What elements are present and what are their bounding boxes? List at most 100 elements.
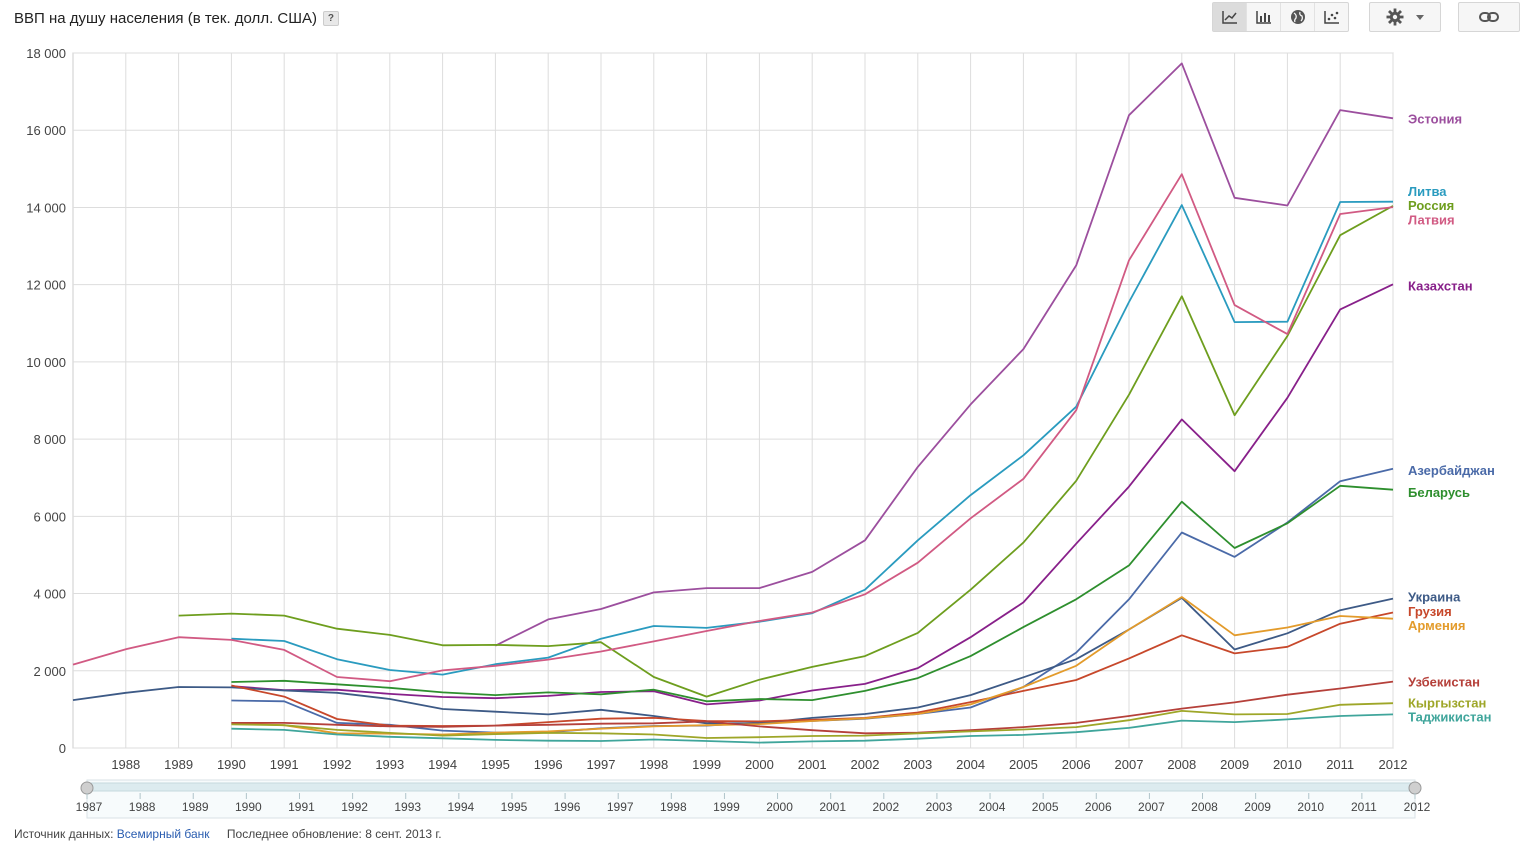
navigator-year-label: 1991	[288, 800, 315, 814]
navigator-year-label: 1992	[341, 800, 368, 814]
x-tick-label: 1988	[111, 757, 140, 772]
legend-item: Украина	[1408, 590, 1461, 605]
series-line	[494, 62, 1394, 647]
navigator-start-handle	[80, 781, 94, 795]
navigator-range-bar	[86, 782, 1416, 792]
settings-dropdown[interactable]	[1369, 2, 1441, 32]
x-tick-label: 2008	[1167, 757, 1196, 772]
navigator-year-label: 1988	[129, 800, 156, 814]
x-tick-label: 1991	[270, 757, 299, 772]
legend-item: Латвия	[1408, 212, 1455, 227]
navigator-year-label: 1993	[394, 800, 421, 814]
x-tick-label: 2004	[956, 757, 985, 772]
y-tick-label: 10 000	[26, 355, 66, 370]
x-tick-label: 1989	[164, 757, 193, 772]
plot-area	[72, 52, 1394, 749]
legend-item: Узбекистан	[1408, 675, 1480, 690]
help-button[interactable]: ?	[322, 11, 339, 26]
legend-item: Грузия	[1408, 604, 1452, 619]
series-line	[231, 680, 1394, 735]
legend-item: Литва	[1408, 184, 1447, 199]
x-tick-label: 2002	[851, 757, 880, 772]
x-tick-label: 1998	[639, 757, 668, 772]
legend-item: Эстония	[1408, 112, 1462, 127]
navigator-year-label: 1994	[447, 800, 474, 814]
navigator-year-label: 2005	[1032, 800, 1059, 814]
page-title: ВВП на душу населения (в тек. долл. США)	[14, 10, 317, 27]
navigator-year-label: 1989	[182, 800, 209, 814]
navigator-year-label: 1999	[713, 800, 740, 814]
navigator-year-label: 2012	[1404, 800, 1431, 814]
x-tick-label: 1997	[587, 757, 616, 772]
x-tick-label: 1995	[481, 757, 510, 772]
link-button[interactable]	[1458, 2, 1520, 32]
gear-icon	[1386, 8, 1404, 26]
navigator-year-label: 1997	[607, 800, 634, 814]
navigator-year-label: 2007	[1138, 800, 1165, 814]
legend-item: Таджикистан	[1408, 710, 1491, 725]
bar-chart-icon	[1255, 11, 1271, 24]
y-tick-label: 16 000	[26, 123, 66, 138]
y-tick-label: 6 000	[33, 509, 66, 524]
navigator-year-label: 1987	[76, 800, 103, 814]
navigator-year-label: 2009	[1244, 800, 1271, 814]
scatter-chart-icon	[1323, 11, 1339, 24]
legend-item: Беларусь	[1408, 485, 1470, 500]
x-tick-label: 1994	[428, 757, 457, 772]
y-tick-label: 8 000	[33, 432, 66, 447]
chart-grid	[72, 52, 1394, 749]
navigator-year-label: 1996	[554, 800, 581, 814]
x-tick-label: 1996	[534, 757, 563, 772]
series-line	[231, 484, 1394, 703]
x-tick-label: 2010	[1273, 757, 1302, 772]
navigator-year-label: 2010	[1297, 800, 1324, 814]
x-tick-label: 1993	[375, 757, 404, 772]
series-line	[231, 702, 1394, 739]
bar-chart-button[interactable]	[1247, 3, 1281, 31]
y-tick-label: 12 000	[26, 278, 66, 293]
x-tick-label: 2000	[745, 757, 774, 772]
x-tick-label: 2009	[1220, 757, 1249, 772]
x-tick-label: 2006	[1062, 757, 1091, 772]
x-tick-label: 1992	[323, 757, 352, 772]
legend-item: Армения	[1408, 618, 1465, 633]
legend-item: Россия	[1408, 198, 1454, 213]
y-tick-label: 0	[59, 741, 66, 756]
chart-series	[72, 62, 1394, 744]
navigator-year-label: 2002	[872, 800, 899, 814]
navigator-year-label: 2004	[979, 800, 1006, 814]
line-chart-button[interactable]	[1213, 3, 1247, 31]
x-tick-label: 1990	[217, 757, 246, 772]
series-line	[231, 283, 1394, 706]
x-tick-label: 2012	[1379, 757, 1408, 772]
legend-item: Кыргызстан	[1408, 695, 1486, 710]
series-line	[178, 205, 1394, 698]
navigator-year-label: 1995	[501, 800, 528, 814]
x-tick-label: 2011	[1326, 757, 1354, 772]
chart-header: ВВП на душу населения (в тек. долл. США)…	[14, 10, 339, 27]
x-axis: 1988 1989 1990 1991 1992 1993 1994 1995 1996 1997…	[111, 757, 1407, 772]
line-chart-icon	[1221, 11, 1237, 24]
globe-map-icon	[1290, 10, 1305, 24]
line-chart: 0 2 000 4 000 6 000 8 000 10 000 12 000 14 000 1…	[26, 46, 1495, 819]
link-icon	[1479, 12, 1499, 22]
navigator-year-label: 1998	[660, 800, 687, 814]
navigator-year-label: 1990	[235, 800, 262, 814]
map-button[interactable]	[1281, 3, 1315, 31]
y-axis: 0 2 000 4 000 6 000 8 000 10 000 12 000 14 000 1…	[26, 46, 66, 756]
last-updated: Последнее обновление: 8 сент. 2013 г.	[226, 827, 442, 841]
time-navigator[interactable]: 1987 1988 1989 1990 1991 1992 1993 1994 1995 1996…	[76, 779, 1431, 819]
x-tick-label: 1999	[692, 757, 721, 772]
scatter-chart-button[interactable]	[1315, 3, 1348, 31]
x-tick-label: 2001	[798, 757, 827, 772]
chart-footer: Источник данных: Всемирный банк Последне…	[14, 827, 442, 841]
chart-type-toolbar	[1212, 2, 1349, 32]
x-tick-label: 2007	[1115, 757, 1144, 772]
y-tick-label: 4 000	[33, 587, 66, 602]
legend-item: Казахстан	[1408, 278, 1473, 293]
source-link[interactable]: Всемирный банк	[116, 827, 210, 841]
navigator-end-handle	[1408, 781, 1422, 795]
navigator-year-label: 2003	[926, 800, 953, 814]
navigator-year-label: 2006	[1085, 800, 1112, 814]
